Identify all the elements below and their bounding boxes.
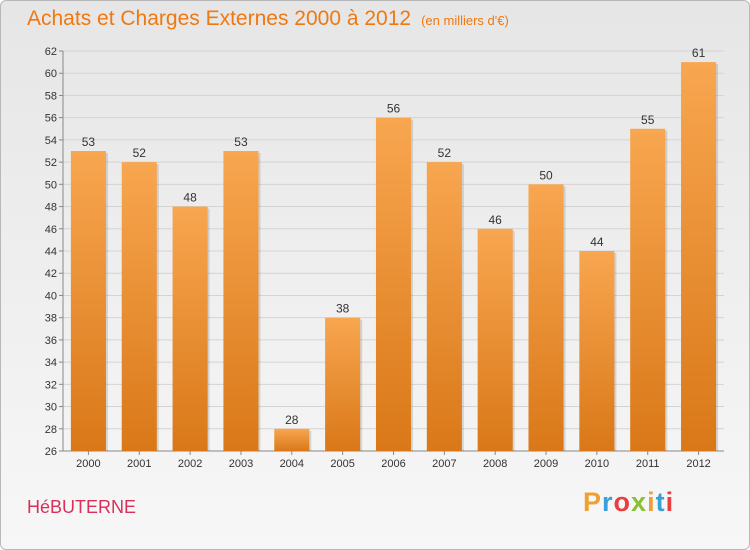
x-tick-label: 2003 [229, 458, 253, 470]
logo-letter: o [613, 487, 632, 517]
bar-value-label: 52 [133, 146, 147, 160]
x-tick-label: 2007 [432, 458, 456, 470]
proxiti-logo: Proxiti [583, 487, 674, 518]
x-tick-label: 2000 [76, 458, 100, 470]
bar [579, 251, 615, 451]
y-tick-label: 60 [45, 68, 57, 80]
x-tick-label: 2001 [127, 458, 151, 470]
bar [223, 151, 259, 451]
x-tick-label: 2010 [585, 458, 609, 470]
y-tick-label: 62 [45, 46, 57, 58]
bar [630, 128, 666, 451]
x-tick-label: 2009 [534, 458, 558, 470]
y-tick-label: 54 [45, 135, 57, 147]
chart-title: Achats et Charges Externes 2000 à 2012 (e… [27, 7, 509, 31]
bar [426, 162, 462, 451]
y-tick-label: 42 [45, 268, 57, 280]
logo-letter: r [602, 487, 614, 517]
y-tick-label: 34 [45, 357, 57, 369]
y-tick-label: 52 [45, 157, 57, 169]
logo-letter: i [647, 487, 656, 517]
y-tick-label: 26 [45, 446, 57, 458]
bar [528, 184, 564, 452]
logo-letter: x [631, 487, 648, 517]
y-tick-label: 46 [45, 224, 57, 236]
bar [375, 117, 412, 452]
commune-name: HéBUTERNE [27, 497, 137, 517]
y-tick-label: 40 [45, 290, 57, 302]
x-tick-label: 2005 [330, 458, 354, 470]
y-tick-label: 32 [45, 379, 57, 391]
y-tick-label: 36 [45, 335, 57, 347]
bar-value-label: 61 [692, 46, 706, 60]
bar-value-label: 50 [539, 168, 553, 182]
x-tick-label: 2006 [381, 458, 405, 470]
bar-value-label: 53 [82, 135, 96, 149]
bar-value-label: 52 [438, 146, 452, 160]
labels: 53 2000 52 2001 48 2002 53 2003 28 2004 38 2005 56 20… [76, 46, 711, 470]
y-tick-label: 58 [45, 90, 57, 102]
bar-value-label: 48 [183, 191, 197, 205]
bar-value-label: 44 [590, 235, 604, 249]
bar [274, 428, 310, 451]
bar [681, 62, 717, 451]
bar [477, 228, 513, 451]
y-tick-label: 44 [45, 246, 57, 258]
x-tick-label: 2002 [178, 458, 202, 470]
x-tick-label: 2012 [686, 458, 710, 470]
chart-unit: (en milliers d'€) [421, 13, 509, 28]
y-tick-label: 38 [45, 313, 57, 325]
bar-value-label: 56 [387, 102, 401, 116]
bar-value-label: 28 [285, 413, 299, 427]
x-tick-label: 2011 [636, 458, 660, 470]
bar [121, 162, 157, 451]
bars [70, 62, 719, 452]
chart-title-text: Achats et Charges Externes 2000 à 2012 [27, 7, 412, 30]
bar [325, 317, 361, 451]
x-tick-label: 2008 [483, 458, 507, 470]
bar-value-label: 53 [234, 135, 248, 149]
x-tick-label: 2004 [280, 458, 304, 470]
bar-value-label: 46 [489, 213, 503, 227]
y-tick-label: 30 [45, 402, 57, 414]
bar [172, 206, 208, 451]
bar-value-label: 38 [336, 302, 350, 316]
y-tick-label: 48 [45, 202, 57, 214]
y-tick-label: 50 [45, 179, 57, 191]
bar [70, 151, 106, 451]
y-tick-label: 28 [45, 424, 57, 436]
logo-letter: i [665, 487, 675, 517]
logo-letter: t [655, 487, 666, 517]
y-tick-label: 56 [45, 113, 57, 125]
bar-value-label: 55 [641, 113, 655, 127]
logo-letter: P [583, 487, 603, 517]
